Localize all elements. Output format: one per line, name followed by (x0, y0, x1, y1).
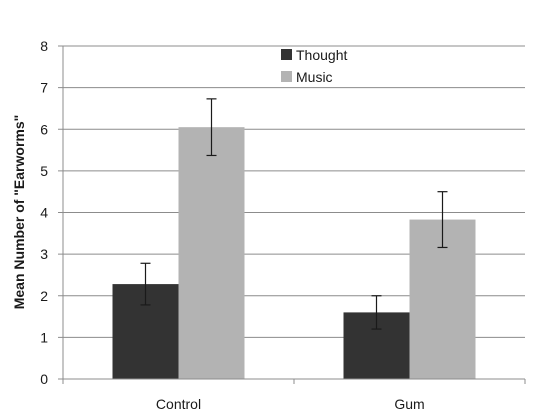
y-tick-label: 1 (40, 329, 48, 345)
x-tick-label: Control (156, 396, 201, 412)
legend-label-music: Music (296, 69, 333, 85)
axes (58, 45, 526, 384)
y-tick-label: 0 (40, 371, 48, 387)
y-tick-label: 5 (40, 163, 48, 179)
legend: Thought Music (281, 47, 347, 85)
legend-swatch-thought (281, 49, 292, 60)
bar-music-control (178, 127, 245, 379)
bars (112, 127, 476, 379)
y-tick-label: 7 (40, 80, 48, 96)
y-tick-label: 8 (40, 38, 48, 54)
tick-labels: 0 1 2 3 4 5 6 7 8 Control Gum (40, 38, 424, 412)
y-tick-label: 3 (40, 246, 48, 262)
y-tick-label: 4 (40, 205, 48, 221)
legend-swatch-music (281, 71, 292, 82)
y-axis-title: Mean Number of "Earworms" (11, 115, 27, 310)
y-tick-label: 2 (40, 288, 48, 304)
y-tick-label: 6 (40, 121, 48, 137)
legend-label-thought: Thought (296, 47, 347, 63)
error-bars (140, 98, 448, 330)
x-tick-label: Gum (394, 396, 424, 412)
